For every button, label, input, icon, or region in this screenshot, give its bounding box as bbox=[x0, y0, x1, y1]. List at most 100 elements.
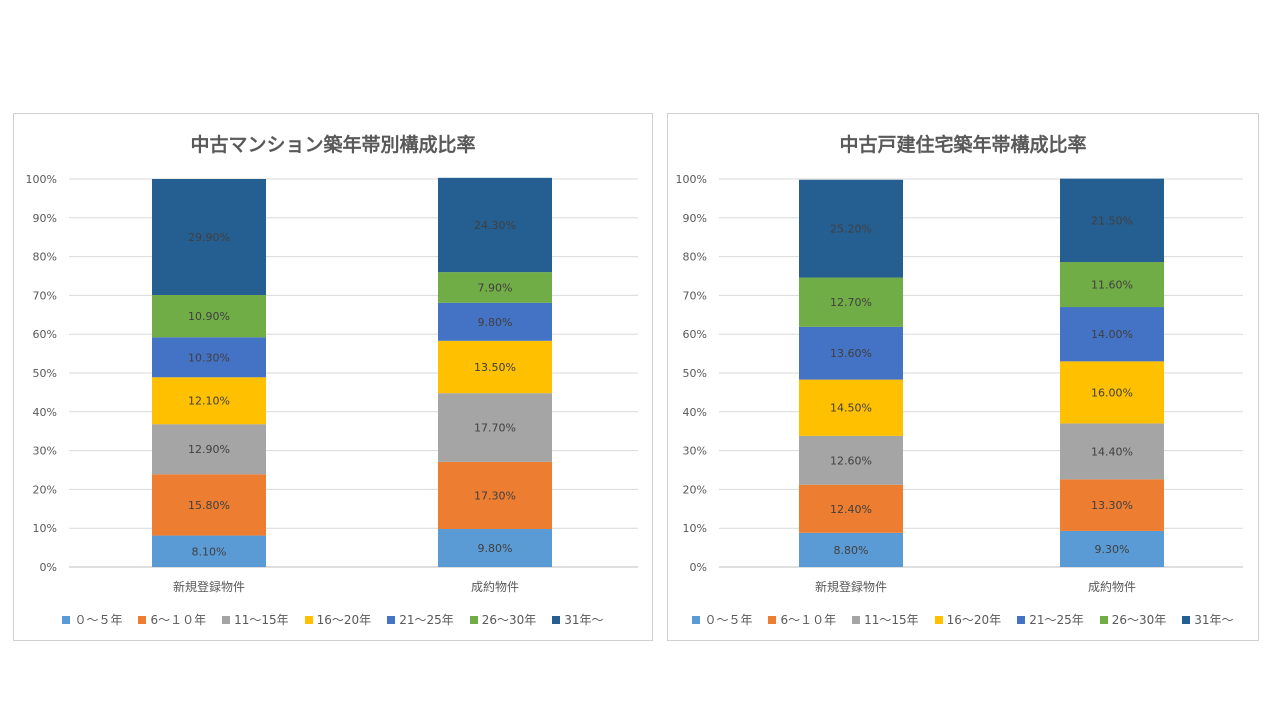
data-label: 10.90% bbox=[188, 310, 230, 323]
data-label: 29.90% bbox=[188, 231, 230, 244]
bar-segment bbox=[438, 461, 552, 529]
bar-segment bbox=[1060, 178, 1164, 263]
bar-segment bbox=[152, 474, 266, 536]
data-label: 7.90% bbox=[478, 281, 513, 294]
legend-item: 26～30年 bbox=[1099, 611, 1166, 628]
legend-label: 16～20年 bbox=[946, 613, 1002, 627]
bar-segment bbox=[438, 393, 552, 462]
legend-swatch bbox=[852, 615, 861, 624]
data-label: 13.50% bbox=[474, 361, 516, 374]
chart-title: 中古マンション築年帯別構成比率 bbox=[190, 134, 476, 156]
chart-legend: ０～５年 6～１０年 11～15年 16～20年 21～25年 26～30年 31年～ bbox=[668, 611, 1258, 628]
legend-item: 6～１０年 bbox=[768, 611, 836, 628]
legend-swatch bbox=[1099, 615, 1108, 624]
bar-segment bbox=[152, 337, 266, 378]
y-tick-label: 60% bbox=[33, 328, 57, 341]
bar-segment bbox=[799, 277, 903, 327]
legend-swatch bbox=[387, 615, 396, 624]
legend-label: 11～15年 bbox=[864, 613, 919, 627]
legend-swatch bbox=[304, 615, 313, 624]
data-label: 17.70% bbox=[474, 422, 516, 435]
data-label: 9.80% bbox=[478, 542, 513, 555]
legend-label: 26～30年 bbox=[481, 613, 537, 627]
data-label: 17.30% bbox=[474, 489, 516, 502]
chart-legend: ０～５年 6～１０年 11～15年 16～20年 21～25年 26～30年 31年～ bbox=[14, 611, 652, 628]
data-label: 14.50% bbox=[830, 402, 872, 415]
data-label: 13.60% bbox=[830, 347, 872, 360]
y-tick-label: 40% bbox=[33, 406, 57, 419]
bar-segment bbox=[438, 177, 552, 273]
legend-item: 26～30年 bbox=[469, 611, 537, 628]
y-tick-label: 10% bbox=[683, 522, 707, 535]
y-tick-label: 70% bbox=[683, 289, 707, 302]
legend-swatch bbox=[62, 615, 71, 624]
x-category-label: 新規登録物件 bbox=[173, 579, 245, 594]
bar-segment bbox=[152, 535, 266, 567]
y-tick-label: 90% bbox=[33, 212, 57, 225]
legend-swatch bbox=[222, 615, 231, 624]
bar-segment bbox=[799, 532, 903, 567]
bar-segment bbox=[799, 179, 903, 278]
bar-segment bbox=[799, 484, 903, 533]
y-tick-label: 0% bbox=[690, 561, 707, 574]
chart-panel-house: 中古戸建住宅築年帯構成比率 0% 10% 20% 30% 40% 50% 60% 70% 80%… bbox=[667, 113, 1259, 641]
bar-segment bbox=[152, 179, 266, 296]
y-tick-label: 30% bbox=[33, 445, 57, 458]
y-tick-label: 30% bbox=[683, 445, 707, 458]
legend-swatch bbox=[469, 615, 478, 624]
data-label: 12.60% bbox=[830, 454, 872, 467]
bar-segment bbox=[799, 379, 903, 436]
legend-label: 11～15年 bbox=[234, 613, 289, 627]
data-label: 25.20% bbox=[830, 223, 872, 236]
chart-plot: 0% 10% 20% 30% 40% 50% 60% 70% 80% 90% 100% 8.80% 12… bbox=[676, 173, 1243, 594]
legend-label: 21～25年 bbox=[1029, 613, 1084, 627]
data-label: 10.30% bbox=[188, 351, 230, 364]
bar-segment bbox=[438, 528, 552, 567]
bar-segment bbox=[1060, 530, 1164, 567]
y-tick-label: 20% bbox=[683, 483, 707, 496]
legend-item: ０～５年 bbox=[62, 611, 122, 628]
bar-segment bbox=[438, 340, 552, 394]
y-tick-label: 70% bbox=[33, 289, 57, 302]
data-label: 15.80% bbox=[188, 499, 230, 512]
bar-segment bbox=[438, 272, 552, 303]
data-label: 9.80% bbox=[478, 316, 513, 329]
y-tick-label: 50% bbox=[683, 367, 707, 380]
legend-label: 21～25年 bbox=[399, 613, 454, 627]
x-category-label: 新規登録物件 bbox=[815, 579, 887, 594]
bar-segment bbox=[438, 302, 552, 341]
bar-segment bbox=[799, 435, 903, 485]
x-category-label: 成約物件 bbox=[471, 579, 519, 594]
legend-swatch bbox=[1017, 615, 1026, 624]
legend-swatch bbox=[1182, 615, 1191, 624]
data-label: 14.40% bbox=[1091, 445, 1133, 458]
data-label: 21.50% bbox=[1091, 214, 1133, 227]
data-label: 13.30% bbox=[1091, 499, 1133, 512]
y-tick-label: 20% bbox=[33, 483, 57, 496]
bar-segment bbox=[152, 424, 266, 475]
bar-segment bbox=[799, 326, 903, 380]
y-tick-label: 90% bbox=[683, 212, 707, 225]
y-tick-label: 10% bbox=[33, 522, 57, 535]
bar-segment bbox=[1060, 307, 1164, 362]
y-tick-label: 80% bbox=[683, 251, 707, 264]
legend-item: ０～５年 bbox=[692, 611, 752, 628]
data-label: 12.70% bbox=[830, 296, 872, 309]
legend-item: 16～20年 bbox=[934, 611, 1002, 628]
bar-segment bbox=[1060, 361, 1164, 424]
chart-plot: 0% 10% 20% 30% 40% 50% 60% 70% 80% 90% 100% 8.10% 15… bbox=[26, 173, 638, 594]
chart-title: 中古戸建住宅築年帯構成比率 bbox=[839, 134, 1087, 156]
bar-segment bbox=[1060, 262, 1164, 308]
data-label: 14.00% bbox=[1091, 328, 1133, 341]
legend-label: ０～５年 bbox=[74, 613, 123, 627]
chart-panel-mansion: 中古マンション築年帯別構成比率 0% 10% 20% 30% 40% 50% 60% 70% 8… bbox=[13, 113, 653, 641]
y-tick-label: 0% bbox=[40, 561, 57, 574]
legend-swatch bbox=[138, 615, 147, 624]
y-tick-label: 60% bbox=[683, 328, 707, 341]
y-tick-label: 40% bbox=[683, 406, 707, 419]
legend-label: 31年～ bbox=[1194, 613, 1234, 627]
legend-item: 21～25年 bbox=[387, 611, 454, 628]
data-label: 24.30% bbox=[474, 219, 516, 232]
x-category-label: 成約物件 bbox=[1088, 579, 1136, 594]
y-tick-label: 100% bbox=[676, 173, 707, 186]
